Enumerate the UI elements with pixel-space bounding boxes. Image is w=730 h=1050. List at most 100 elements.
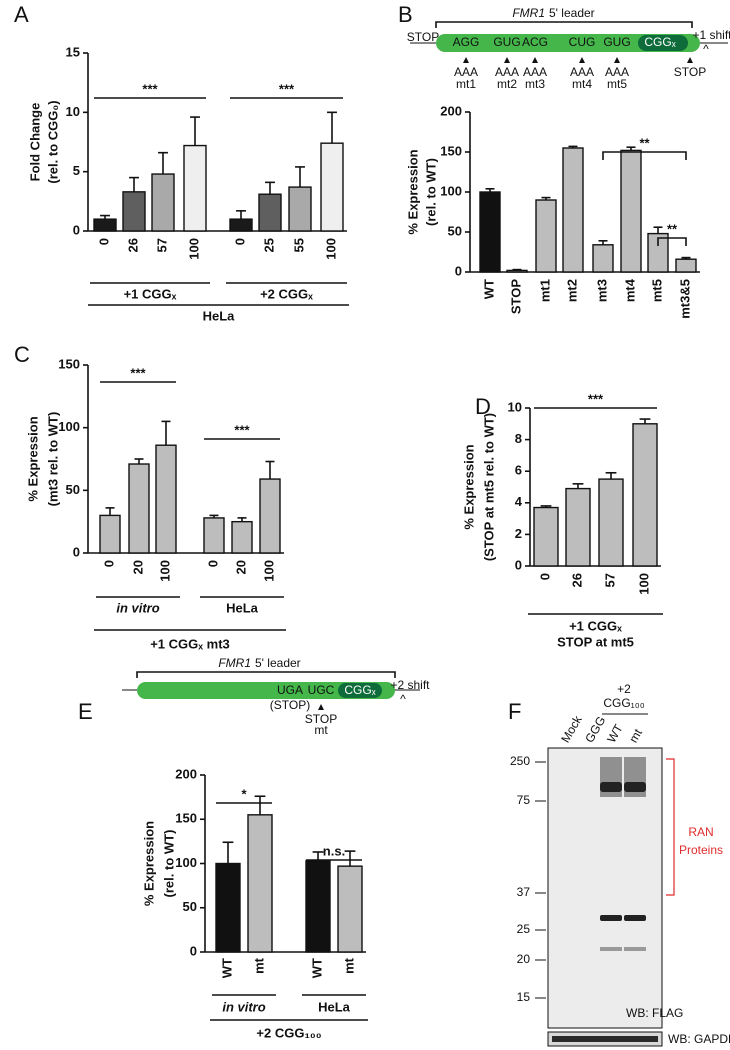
group-label: STOP at mt5 xyxy=(557,634,634,649)
marker-label: 15 xyxy=(517,990,531,1004)
y-axis-label: (mt3 rel. to WT) xyxy=(45,412,60,507)
x-tick-label: WT xyxy=(309,958,324,978)
mutant-label: mt1 xyxy=(456,77,476,91)
significance-label: * xyxy=(241,786,247,801)
x-tick-label: 100 xyxy=(157,560,172,582)
mutant-codon: AAA xyxy=(454,65,478,79)
y-axis-label: % Expression xyxy=(141,821,156,906)
bar xyxy=(506,269,528,273)
band xyxy=(624,947,646,951)
bar xyxy=(620,149,642,273)
y-tick-label: 2 xyxy=(515,526,522,541)
marker-label: 37 xyxy=(517,885,531,899)
panel-letter: C xyxy=(14,342,30,367)
x-tick-label: 26 xyxy=(125,238,140,252)
y-tick-label: 0 xyxy=(455,263,462,278)
y-tick-label: 6 xyxy=(515,463,522,478)
x-tick-label: mt xyxy=(341,957,356,974)
y-tick-label: 150 xyxy=(440,143,462,158)
panel-letter: D xyxy=(475,394,491,419)
group-label: +2 xyxy=(617,682,631,696)
x-tick-label: 57 xyxy=(154,238,169,252)
shift-label: +2 shift xyxy=(390,678,430,692)
x-tick-label: mt5 xyxy=(649,279,664,302)
repeat-box xyxy=(638,35,688,51)
x-tick-label: mt1 xyxy=(537,279,552,302)
y-tick-label: 100 xyxy=(58,419,80,434)
y-tick-label: 200 xyxy=(175,766,197,781)
x-tick-label: 26 xyxy=(569,573,584,587)
x-tick-label: 100 xyxy=(636,573,651,595)
bracket xyxy=(136,671,396,678)
x-tick-label: 100 xyxy=(186,238,201,260)
bar xyxy=(99,514,121,554)
significance-label: ** xyxy=(639,135,650,150)
y-tick-label: 50 xyxy=(448,223,462,238)
y-axis-label: % Expression xyxy=(405,149,420,234)
blot-f: Mock GGG WT mt +2 CGG₁₀₀ WB: FLAG WB: GA… xyxy=(547,682,730,1047)
diagram-e: FMR1 5' leader UGA (STOP) UGC CGGₓ +2 sh… xyxy=(122,656,430,737)
x-tick-label: 25 xyxy=(261,238,276,252)
x-tick-label: mt xyxy=(251,957,266,974)
leader-title: 5' leader xyxy=(549,6,595,20)
mutant-codon: AAA xyxy=(605,65,629,79)
group-label: +2 CGGₓ xyxy=(260,286,313,301)
significance-label: *** xyxy=(142,81,158,96)
y-axis-label: % Expression xyxy=(461,444,476,529)
panel-letter: B xyxy=(398,2,413,27)
x-tick-label: 0 xyxy=(537,573,552,580)
bar xyxy=(259,478,281,554)
bracket xyxy=(435,21,693,28)
gene-name: FMR1 xyxy=(218,656,251,670)
y-tick-label: 0 xyxy=(73,222,80,237)
codon: GUG xyxy=(603,35,630,49)
y-tick-label: 150 xyxy=(58,356,80,371)
y-tick-label: 15 xyxy=(66,44,80,59)
bar xyxy=(675,258,697,273)
y-tick-label: 150 xyxy=(175,811,197,826)
bar xyxy=(535,199,557,273)
significance-line xyxy=(657,237,687,246)
probe-label: WB: FLAG xyxy=(626,1006,683,1020)
y-tick-label: 0 xyxy=(190,943,197,958)
group-label: +1 CGGₓ mt3 xyxy=(150,636,230,651)
bar xyxy=(247,814,273,953)
y-axis-label: Fold Change xyxy=(27,103,42,182)
y-tick-label: 0 xyxy=(73,544,80,559)
band xyxy=(600,915,622,921)
group-label: +1 CGGₓ xyxy=(569,618,622,633)
x-tick-label: 20 xyxy=(233,560,248,574)
bar xyxy=(533,506,559,567)
bar xyxy=(203,517,225,554)
lane-label: WT xyxy=(604,721,626,745)
x-tick-label: 0 xyxy=(205,560,220,567)
diagram-b: FMR1 5' leader STOP AGG GUG ACG CUG GUG … xyxy=(407,6,730,91)
y-tick-label: 5 xyxy=(73,163,80,178)
x-tick-label: 100 xyxy=(323,238,338,260)
codon: ACG xyxy=(522,35,548,49)
bar xyxy=(647,232,669,273)
x-tick-label: mt3 xyxy=(594,279,609,302)
y-axis-label: (rel. to WT) xyxy=(423,158,438,226)
group-label: +1 CGGₓ xyxy=(124,286,177,301)
x-tick-label: 0 xyxy=(96,238,111,245)
y-axis-label: (STOP at mt5 rel. to WT) xyxy=(481,413,496,561)
bar xyxy=(183,144,207,232)
mutant-label: mt2 xyxy=(497,77,517,91)
bar xyxy=(151,173,175,232)
bracket-label: Proteins xyxy=(679,843,723,857)
stop-label: STOP xyxy=(305,712,337,726)
bar xyxy=(592,244,614,273)
significance-label: *** xyxy=(279,81,295,96)
stop-label: STOP xyxy=(407,30,439,44)
y-tick-label: 100 xyxy=(440,183,462,198)
repeat-label: CGGₓ xyxy=(644,35,675,49)
bar xyxy=(122,191,146,232)
mutant-label: mt3 xyxy=(525,77,545,91)
y-tick-label: 50 xyxy=(66,482,80,497)
group-label: HeLa xyxy=(203,308,236,323)
leader-title: 5' leader xyxy=(255,656,301,670)
significance-label: *** xyxy=(234,422,250,437)
marker-label: 20 xyxy=(517,952,531,966)
